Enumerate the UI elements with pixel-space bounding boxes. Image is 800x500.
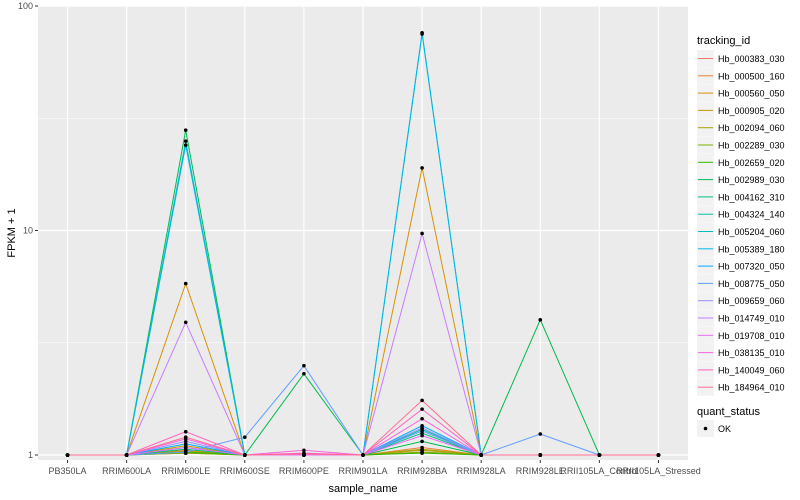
legend-label: Hb_000560_050 — [718, 89, 785, 99]
data-point — [243, 435, 247, 440]
y-tick-label: 1 — [28, 450, 33, 460]
x-tick-label: RRII105LA_Control — [560, 466, 638, 476]
data-point — [124, 453, 129, 457]
legend-label: Hb_000500_160 — [718, 71, 785, 81]
x-tick-label: RRIM901LA — [338, 466, 387, 476]
data-point — [183, 445, 188, 450]
data-point — [420, 416, 424, 421]
data-point — [183, 450, 188, 454]
legend-label: Hb_004324_140 — [718, 210, 785, 220]
legend-label: Hb_002989_030 — [718, 175, 785, 185]
data-point — [183, 139, 188, 143]
data-point — [302, 452, 306, 456]
data-point — [420, 429, 424, 433]
data-point — [183, 281, 188, 286]
data-point — [183, 439, 188, 444]
data-point — [65, 453, 70, 457]
data-point — [420, 451, 424, 455]
legend-label: Hb_007320_050 — [718, 262, 785, 272]
legend-label: Hb_009659_060 — [718, 296, 785, 306]
data-point — [183, 143, 188, 147]
data-point — [183, 320, 188, 325]
legend-label: Hb_004162_310 — [718, 192, 785, 202]
shape-legend-title: quant_status — [697, 406, 760, 418]
data-point — [361, 453, 365, 457]
legend-title: tracking_id — [697, 35, 750, 47]
data-point — [420, 231, 424, 236]
legend-label: Hb_002289_030 — [718, 141, 785, 151]
data-point — [656, 453, 661, 457]
x-tick-label: RRIM928LA — [457, 466, 506, 476]
legend-label: Hb_019708_010 — [718, 331, 785, 341]
x-tick-label: RRII105LA_Stressed — [616, 466, 701, 476]
data-point — [183, 128, 188, 132]
data-point — [420, 426, 424, 430]
legend-label: Hb_002094_060 — [718, 123, 785, 133]
y-axis: 1 10 100 — [18, 1, 38, 460]
x-tick-label: RRIM600LA — [102, 466, 151, 476]
x-tick-label: RRIM600SE — [220, 466, 270, 476]
x-tick-label: RRIM928LE — [516, 466, 565, 476]
data-point — [538, 318, 543, 322]
legend-label: Hb_002659_020 — [718, 158, 785, 168]
data-point — [538, 453, 543, 457]
data-point — [420, 30, 424, 35]
legend-label: Hb_014749_010 — [718, 314, 785, 324]
data-point — [538, 432, 543, 436]
data-point — [420, 433, 424, 438]
data-point — [183, 435, 188, 440]
data-points — [65, 30, 661, 457]
y-tick-label: 10 — [23, 225, 33, 235]
data-point — [420, 398, 424, 403]
data-point — [302, 448, 306, 453]
x-tick-label: RRIM600PE — [279, 466, 329, 476]
data-point — [183, 442, 188, 446]
legend-label: Hb_184964_010 — [718, 383, 785, 393]
data-point — [302, 371, 306, 376]
legend-label: Hb_000905_020 — [718, 106, 785, 116]
data-point — [420, 407, 424, 411]
legend-label: Hb_005204_060 — [718, 227, 785, 237]
shape-legend-key-point — [703, 426, 708, 431]
x-axis: PB350LA RRIM600LA RRIM600LE RRIM600SE RRIM60… — [49, 460, 701, 476]
x-tick-label: RRIM600LE — [161, 466, 210, 476]
legend-label: Hb_140049_060 — [718, 365, 785, 375]
shape-legend-label: OK — [718, 424, 731, 434]
legend-label: Hb_000383_030 — [718, 54, 785, 64]
shape-legend: quant_status OK — [697, 406, 760, 437]
data-point — [420, 166, 424, 170]
data-point — [183, 429, 188, 434]
x-axis-title: sample_name — [328, 483, 397, 495]
data-point — [420, 447, 424, 452]
y-axis-title: FPKM + 1 — [6, 208, 18, 257]
data-point — [597, 453, 602, 457]
data-point — [479, 453, 483, 457]
legend-label: Hb_005389_180 — [718, 244, 785, 254]
legend-label: Hb_008775_050 — [718, 279, 785, 289]
data-point — [420, 439, 424, 444]
y-tick-label: 100 — [18, 1, 33, 11]
data-point — [302, 363, 306, 368]
legend-label: Hb_038135_010 — [718, 348, 785, 358]
data-point — [243, 453, 247, 457]
legend: tracking_id Hb_000383_030 Hb_000500_160 Hb… — [697, 35, 785, 396]
x-tick-label: PB350LA — [49, 466, 87, 476]
x-tick-label: RRIM928BA — [397, 466, 447, 476]
